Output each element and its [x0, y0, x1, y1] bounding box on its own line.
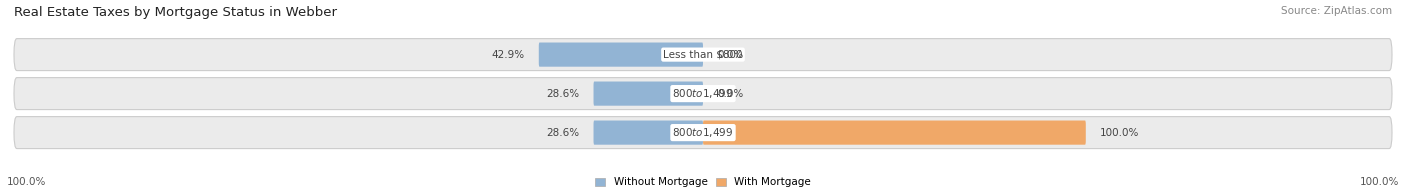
FancyBboxPatch shape	[14, 117, 1392, 149]
Text: $800 to $1,499: $800 to $1,499	[672, 87, 734, 100]
FancyBboxPatch shape	[593, 121, 703, 145]
FancyBboxPatch shape	[703, 121, 1085, 145]
Text: 100.0%: 100.0%	[1099, 128, 1139, 138]
Legend: Without Mortgage, With Mortgage: Without Mortgage, With Mortgage	[591, 173, 815, 191]
Text: 0.0%: 0.0%	[717, 89, 744, 99]
FancyBboxPatch shape	[593, 82, 703, 106]
Text: $800 to $1,499: $800 to $1,499	[672, 126, 734, 139]
Text: 100.0%: 100.0%	[7, 177, 46, 187]
Text: Less than $800: Less than $800	[664, 50, 742, 60]
FancyBboxPatch shape	[14, 39, 1392, 71]
FancyBboxPatch shape	[14, 78, 1392, 110]
Text: Real Estate Taxes by Mortgage Status in Webber: Real Estate Taxes by Mortgage Status in …	[14, 6, 337, 19]
Text: 100.0%: 100.0%	[1360, 177, 1399, 187]
Text: Source: ZipAtlas.com: Source: ZipAtlas.com	[1281, 6, 1392, 16]
Text: 28.6%: 28.6%	[547, 128, 579, 138]
Text: 42.9%: 42.9%	[492, 50, 524, 60]
Text: 0.0%: 0.0%	[717, 50, 744, 60]
Text: 28.6%: 28.6%	[547, 89, 579, 99]
FancyBboxPatch shape	[538, 43, 703, 67]
